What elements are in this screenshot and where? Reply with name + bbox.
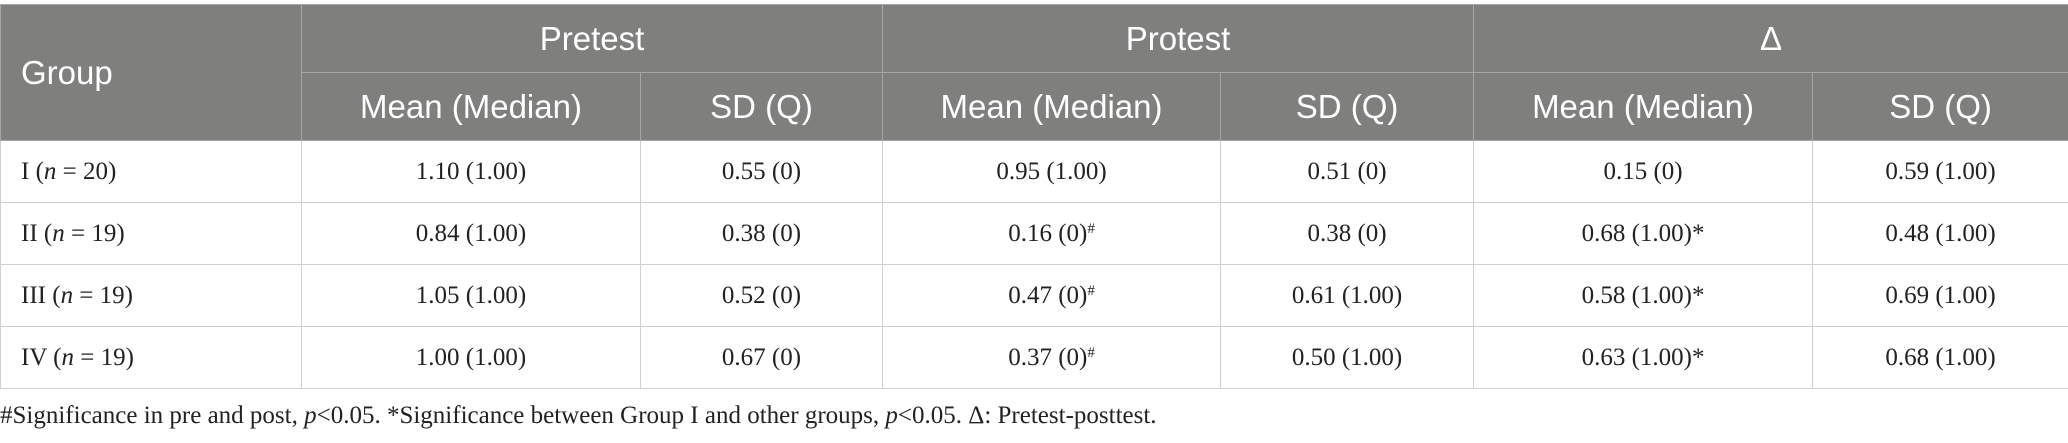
cell: 1.00 (1.00) [301, 326, 641, 389]
significance-mark: # [1087, 344, 1095, 361]
span-header: Pretest [300, 4, 884, 73]
row: I (n = 20) 1.10 (1.00) 0.55 (0) 0.95 (1.00)… [0, 140, 2068, 203]
cell: 0.37 (0)# [882, 326, 1222, 389]
italic-text: p [304, 402, 317, 429]
row: IV (n = 19) 1.00 (1.00) 0.67 (0) 0.37 (0)# 0… [0, 326, 2068, 389]
footnote: #Significance in pre and post, p<0.05. *… [0, 402, 1157, 430]
sub-header: SD (Q) [1220, 72, 1475, 141]
table-body: I (n = 20) 1.10 (1.00) 0.55 (0) 0.95 (1.00)… [0, 140, 2068, 389]
row: III (n = 19) 1.05 (1.00) 0.52 (0) 0.47 (0)#… [0, 264, 2068, 327]
cell: 0.47 (0)# [882, 264, 1222, 327]
cell-text: 0.16 (0) [1008, 219, 1088, 247]
text: = 19) [74, 343, 134, 371]
text: = 19) [64, 219, 125, 247]
cell: 1.10 (1.00) [301, 140, 641, 203]
span-header: Δ [1473, 4, 2068, 73]
italic-text: n [61, 343, 75, 371]
text: = 20) [56, 157, 117, 185]
cell: 0.52 (0) [639, 264, 884, 327]
text: #Significance in pre and post, [0, 402, 305, 429]
subheader-row: Mean (Median) SD (Q) Mean (Median) SD (Q) Me… [1, 72, 2068, 141]
cell: 0.15 (0) [1473, 140, 1814, 203]
cell: 0.48 (1.00) [1812, 202, 2068, 265]
cell-text: 0.47 (0) [1008, 281, 1088, 309]
sub-header: Mean (Median) [301, 72, 641, 141]
text: = 19) [73, 281, 133, 309]
text: <0.05. Δ: Pretest-posttest. [897, 402, 1157, 429]
text: III ( [21, 281, 61, 309]
cell: 0.58 (1.00)* [1473, 264, 1814, 327]
cell: 0.69 (1.00) [1812, 264, 2068, 327]
cell: 0.61 (1.00) [1220, 264, 1475, 327]
cell: 0.68 (1.00) [1812, 326, 2068, 389]
cell: 0.95 (1.00) [882, 140, 1222, 203]
sub-header: SD (Q) [639, 72, 884, 141]
group-cell: IV (n = 19) [0, 326, 302, 389]
group-cell: I (n = 20) [0, 140, 302, 203]
sub-header: SD (Q) [1812, 72, 2068, 141]
cell: 1.05 (1.00) [301, 264, 641, 327]
italic-text: n [52, 219, 65, 247]
span-header: Protest [882, 4, 1475, 73]
cell-text: 0.37 (0) [1008, 343, 1088, 371]
header-row: Group Pretest Protest Δ [0, 4, 2068, 141]
cell: 0.38 (0) [1220, 202, 1475, 265]
text: II ( [21, 219, 53, 247]
italic-text: p [885, 402, 898, 429]
text: IV ( [21, 343, 62, 371]
text: I ( [21, 157, 44, 185]
cell: 0.50 (1.00) [1220, 326, 1475, 389]
cell: 0.51 (0) [1220, 140, 1475, 203]
cell: 0.55 (0) [639, 140, 884, 203]
cell: 0.68 (1.00)* [1473, 202, 1814, 265]
row: II (n = 19) 0.84 (1.00) 0.38 (0) 0.16 (0)# 0… [0, 202, 2068, 265]
group-header: Group [0, 4, 302, 141]
cell: 0.84 (1.00) [301, 202, 641, 265]
data-table: Group Pretest Protest Δ Mean (Median) SD (Q) M… [0, 4, 2068, 389]
significance-mark: # [1087, 282, 1095, 299]
table-header: Group Pretest Protest Δ Mean (Median) SD (Q) M… [0, 4, 2068, 141]
cell: 0.67 (0) [639, 326, 884, 389]
cell: 0.38 (0) [639, 202, 884, 265]
group-cell: II (n = 19) [0, 202, 302, 265]
italic-text: n [43, 157, 57, 185]
sub-header: Mean (Median) [882, 72, 1222, 141]
group-cell: III (n = 19) [0, 264, 302, 327]
cell: 0.59 (1.00) [1812, 140, 2068, 203]
cell: 0.63 (1.00)* [1473, 326, 1814, 389]
cell: 0.16 (0)# [882, 202, 1222, 265]
italic-text: n [60, 281, 74, 309]
sub-header: Mean (Median) [1473, 72, 1814, 141]
text: <0.05. *Significance between Group I and… [316, 402, 886, 429]
significance-mark: # [1087, 220, 1095, 237]
